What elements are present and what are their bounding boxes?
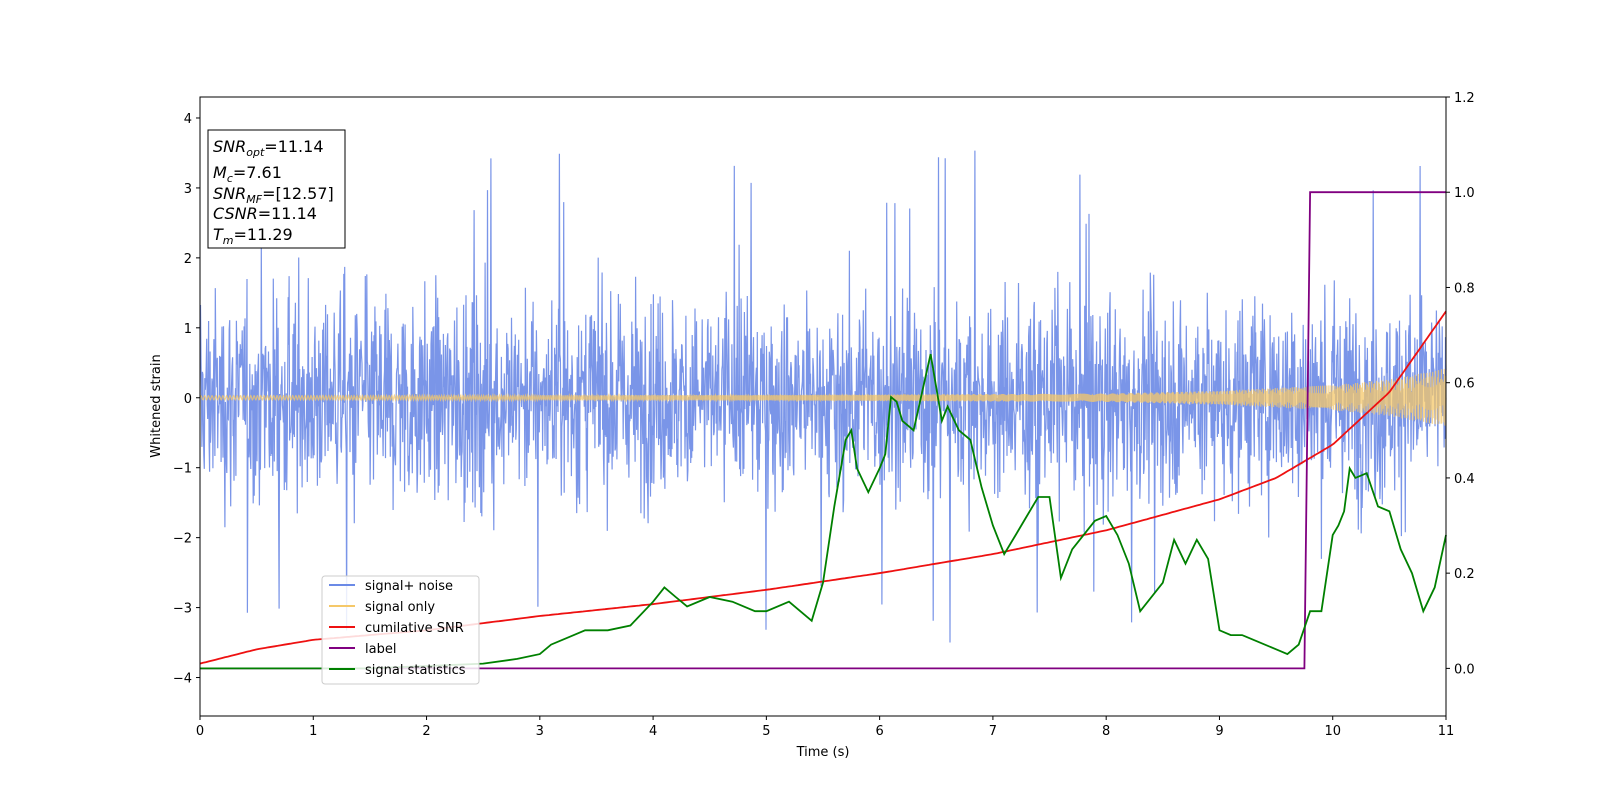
plot-frame bbox=[199, 96, 1447, 717]
y-axis-left: 4 3 2 1 0 −1 −2 −3 −4 bbox=[173, 112, 200, 687]
legend: signal+ noise signal only cumilative SNR… bbox=[321, 575, 480, 685]
series-label-line bbox=[200, 191, 1446, 670]
legend-label-label: label bbox=[365, 642, 396, 657]
x-tick-label: 4 bbox=[649, 724, 657, 739]
x-tick-label: 9 bbox=[1215, 724, 1223, 739]
y-right-tick-label: 1.2 bbox=[1454, 91, 1475, 106]
x-tick-label: 1 bbox=[309, 724, 317, 739]
info-mc: Mc=7.61 bbox=[213, 163, 282, 185]
x-tick-label: 2 bbox=[422, 724, 430, 739]
x-tick-label: 7 bbox=[989, 724, 997, 739]
y-axis-right: 1.2 1.0 0.8 0.6 0.4 0.2 0.0 bbox=[1446, 91, 1475, 677]
y-right-tick-label: 0.2 bbox=[1454, 567, 1475, 582]
x-axis: 0 1 2 3 4 5 6 7 8 9 10 11 bbox=[196, 716, 1454, 739]
info-csnr: CSNR=11.14 bbox=[213, 204, 317, 223]
y-right-tick-label: 0.4 bbox=[1454, 472, 1475, 487]
y-right-tick-label: 0.8 bbox=[1454, 281, 1475, 296]
legend-label-signal-only: signal only bbox=[365, 600, 435, 615]
y-axis-label: Whitened strain bbox=[149, 354, 164, 457]
x-tick-label: 3 bbox=[536, 724, 544, 739]
series-signal-noise-line bbox=[199, 150, 1447, 643]
x-axis-label: Time (s) bbox=[796, 745, 850, 760]
legend-label-signal-noise: signal+ noise bbox=[365, 579, 453, 594]
info-tm: Tm=11.29 bbox=[213, 225, 293, 247]
y-left-tick-label: 0 bbox=[184, 392, 192, 407]
y-left-tick-label: −4 bbox=[173, 672, 192, 687]
legend-label-cumilative-snr: cumilative SNR bbox=[365, 621, 464, 636]
y-right-tick-label: 1.0 bbox=[1454, 186, 1475, 201]
series-signal-only-line bbox=[199, 368, 1447, 426]
y-left-tick-label: 4 bbox=[184, 112, 192, 127]
y-left-tick-label: −2 bbox=[173, 532, 192, 547]
y-right-tick-label: 0.6 bbox=[1454, 377, 1475, 392]
x-tick-label: 11 bbox=[1438, 724, 1455, 739]
info-box: SNRopt=11.14 Mc=7.61 SNRMF=[12.57] CSNR=… bbox=[207, 129, 346, 249]
y-left-tick-label: −1 bbox=[173, 462, 192, 477]
info-snr-opt: SNRopt=11.14 bbox=[213, 137, 324, 159]
x-tick-label: 8 bbox=[1102, 724, 1110, 739]
x-tick-label: 10 bbox=[1324, 724, 1341, 739]
x-tick-label: 6 bbox=[875, 724, 883, 739]
y-left-tick-label: −3 bbox=[173, 602, 192, 617]
series-signal-statistics-line bbox=[200, 353, 1447, 670]
y-left-tick-label: 3 bbox=[184, 182, 192, 197]
y-right-tick-label: 0.0 bbox=[1454, 662, 1475, 677]
y-left-tick-label: 1 bbox=[184, 322, 192, 337]
x-tick-label: 0 bbox=[196, 724, 204, 739]
info-snr-mf: SNRMF=[12.57] bbox=[213, 184, 334, 206]
legend-label-signal-statistics: signal statistics bbox=[365, 663, 466, 678]
x-tick-label: 5 bbox=[762, 724, 770, 739]
y-left-tick-label: 2 bbox=[184, 252, 192, 267]
